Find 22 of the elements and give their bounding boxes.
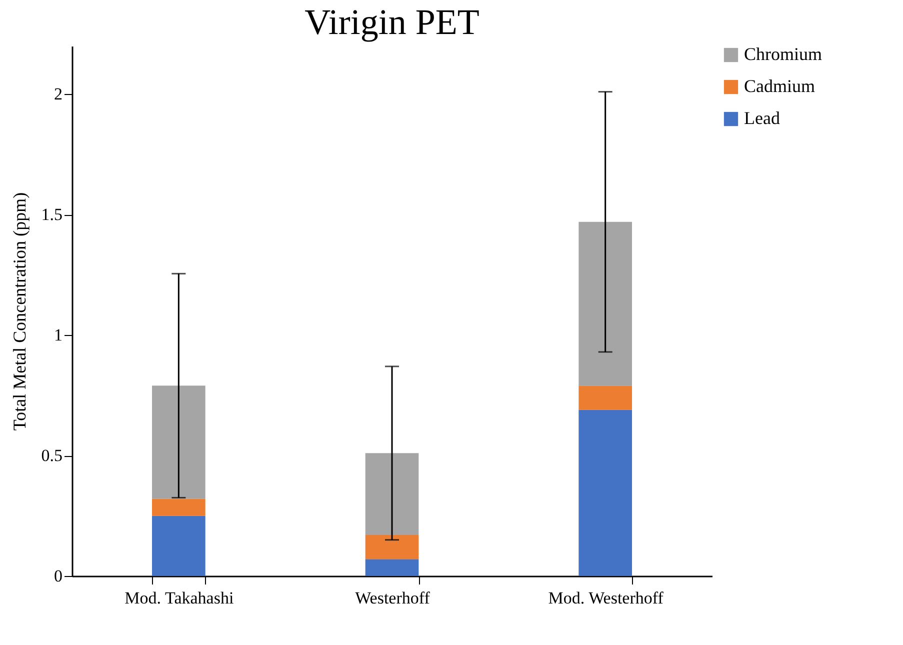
x-tick-label: Westerhoff (355, 588, 430, 608)
y-tick-label: 0 (54, 566, 62, 586)
bar (152, 386, 206, 499)
x-tick-label: Mod. Westerhoff (548, 588, 664, 608)
bar (152, 516, 206, 576)
legend-label: Lead (744, 108, 780, 128)
bar (578, 386, 632, 410)
y-tick-label: 1.5 (41, 205, 62, 224)
y-tick-label: 0.5 (41, 446, 62, 466)
x-tick-label: Mod. Takahashi (124, 588, 234, 608)
bar (365, 535, 419, 560)
bar (578, 410, 632, 576)
legend-label: Cadmium (744, 76, 815, 96)
y-tick-label: 2 (54, 84, 62, 104)
chart-title: Virigin PET (304, 2, 480, 42)
legend-label: Chromium (744, 44, 822, 64)
y-axis-title: Total Metal Concentration (ppm) (9, 192, 30, 431)
bar (365, 559, 419, 576)
y-tick-label: 1 (54, 326, 62, 345)
bar (365, 453, 419, 536)
bar (578, 222, 632, 386)
bar (152, 498, 206, 516)
